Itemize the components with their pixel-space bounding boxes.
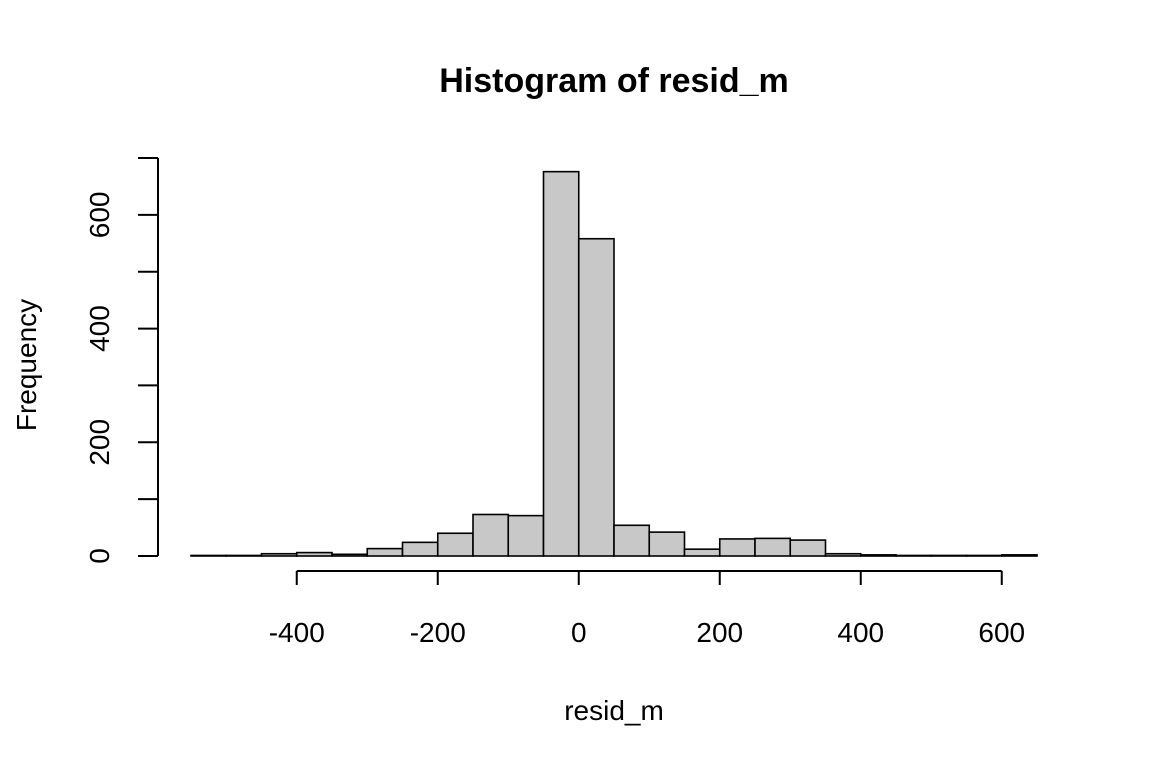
x-tick-label: 600 bbox=[978, 617, 1025, 648]
y-tick-label: 600 bbox=[84, 191, 115, 238]
histogram-bar bbox=[331, 553, 369, 557]
histogram-bar bbox=[859, 554, 897, 557]
histogram-bar bbox=[542, 170, 580, 557]
bars-group bbox=[190, 170, 1038, 557]
histogram-bar bbox=[366, 547, 404, 557]
histogram-bar bbox=[754, 537, 792, 557]
x-tick-label: -400 bbox=[269, 617, 325, 648]
histogram-bar bbox=[789, 539, 827, 557]
histogram-bar bbox=[718, 538, 756, 557]
histogram-bar bbox=[824, 552, 862, 557]
chart-title: Histogram of resid_m bbox=[439, 62, 789, 100]
histogram-bar bbox=[683, 548, 721, 557]
histogram-bar bbox=[577, 237, 615, 557]
x-axis-label: resid_m bbox=[564, 695, 664, 726]
histogram-bar bbox=[472, 513, 510, 557]
histogram-bar bbox=[1000, 554, 1038, 557]
histogram-bar bbox=[895, 554, 933, 557]
histogram-bar bbox=[930, 554, 968, 557]
histogram-bar bbox=[436, 532, 474, 557]
y-tick-label: 200 bbox=[84, 419, 115, 466]
histogram-bar bbox=[648, 531, 686, 557]
histogram-bar bbox=[401, 541, 439, 557]
histogram-bar bbox=[507, 514, 545, 557]
histogram-bar bbox=[190, 554, 228, 557]
x-tick-label: 0 bbox=[571, 617, 587, 648]
histogram-bar bbox=[295, 551, 333, 557]
x-axis: -400 -200 0 200 400 600 bbox=[269, 570, 1025, 648]
y-tick-label: 400 bbox=[84, 305, 115, 352]
x-tick-label: 200 bbox=[696, 617, 743, 648]
histogram-bar bbox=[225, 554, 263, 557]
histogram-bar bbox=[260, 552, 298, 557]
y-axis: 0 200 400 600 bbox=[84, 157, 159, 564]
y-axis-label: Frequency bbox=[11, 299, 42, 431]
histogram-bar bbox=[613, 524, 651, 557]
histogram-bar bbox=[965, 554, 1003, 557]
y-tick-label: 0 bbox=[84, 548, 115, 564]
x-tick-label: -200 bbox=[410, 617, 466, 648]
x-tick-label: 400 bbox=[837, 617, 884, 648]
